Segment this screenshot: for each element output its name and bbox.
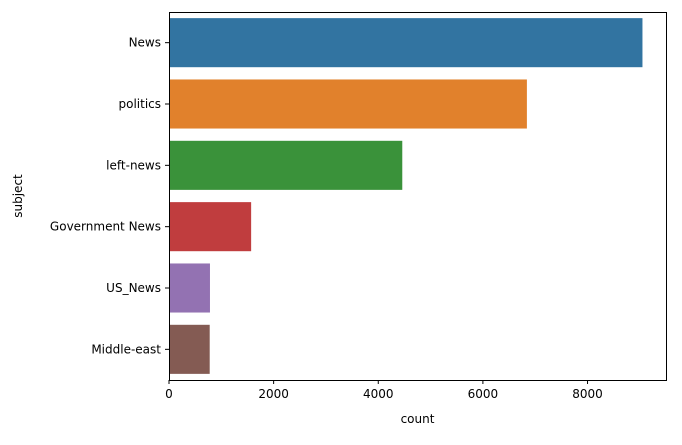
- y-tick-label: Government News: [50, 220, 161, 234]
- plot-frame: [169, 12, 667, 381]
- x-axis-ticks: 0 2000 4000 6000 8000: [165, 380, 603, 401]
- y-axis-ticks: News politics left-news Government News US_N…: [50, 36, 169, 356]
- y-tick-label: Middle-east: [91, 342, 161, 356]
- bar-news: [169, 18, 643, 68]
- x-tick-label: 2000: [258, 387, 289, 401]
- y-axis-label: subject: [11, 174, 25, 218]
- bar-government-news: [169, 202, 252, 252]
- bars-layer: [169, 18, 643, 374]
- y-tick-label: politics: [118, 97, 161, 111]
- x-axis-label: count: [401, 412, 435, 426]
- x-tick-label: 6000: [468, 387, 499, 401]
- y-tick-label: US_News: [106, 281, 161, 295]
- bar-us-news: [169, 263, 210, 313]
- bar-middle-east: [169, 324, 210, 374]
- x-tick-label: 0: [165, 387, 173, 401]
- x-tick-label: 4000: [363, 387, 394, 401]
- bar-left-news: [169, 140, 403, 190]
- y-tick-label: left-news: [106, 158, 161, 172]
- bar-politics: [169, 79, 527, 129]
- x-tick-label: 8000: [572, 387, 603, 401]
- y-tick-label: News: [129, 36, 161, 50]
